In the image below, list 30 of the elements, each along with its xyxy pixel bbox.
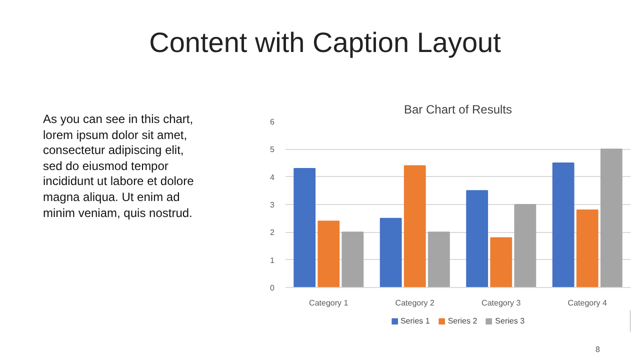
bar	[490, 237, 512, 288]
bar	[342, 232, 364, 288]
y-tick-label: 5	[270, 145, 276, 154]
text: 8	[594, 344, 600, 356]
bar	[428, 232, 450, 288]
bar	[600, 148, 622, 288]
x-tick-label: Category 2	[395, 298, 435, 308]
legend-label: Series 1	[400, 316, 430, 326]
bar	[380, 218, 402, 288]
x-tick-label: Category 1	[309, 298, 349, 308]
text: As you can see in this chart, lorem ipsum dolor sit amet, consectetur adipiscing elit, sed do eiusmod tempor incididunt ut labore et dolore magna aliqua. Ut enim ad minim veniam, quis nostrud.	[42, 111, 195, 222]
y-tick-label: 1	[270, 256, 276, 265]
x-tick-label: Category 3	[482, 298, 522, 308]
chart-title: Bar Chart of Results	[404, 102, 512, 116]
y-tick-label: 4	[270, 172, 276, 182]
bar	[404, 165, 426, 288]
y-tick-label: 0	[270, 284, 276, 292]
y-tick-label: 2	[270, 228, 276, 238]
bar	[318, 220, 340, 288]
y-tick-label: 3	[270, 200, 276, 210]
legend-label: Series 3	[495, 316, 525, 326]
bar	[576, 210, 598, 288]
legend-label: Series 2	[448, 316, 478, 326]
bar	[514, 204, 536, 288]
bar	[294, 168, 316, 288]
x-tick-label: Category 4	[568, 298, 608, 308]
bar	[552, 162, 574, 288]
bar	[466, 190, 488, 288]
text: Content with Caption Layout	[148, 26, 502, 60]
y-tick-label: 6	[270, 118, 276, 126]
